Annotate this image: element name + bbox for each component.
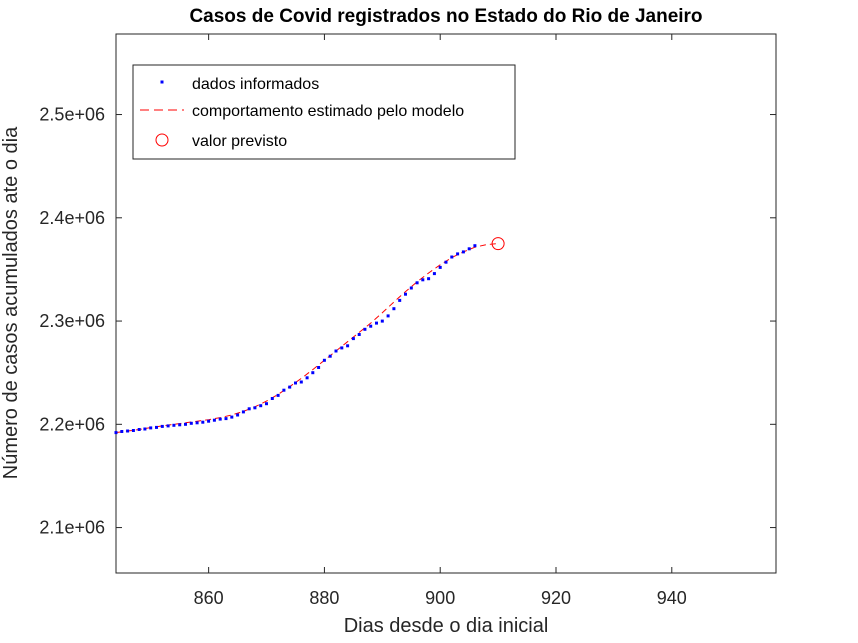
data-point xyxy=(155,425,158,429)
data-point xyxy=(241,410,245,414)
x-axis: 860 880 900 920 940 xyxy=(194,34,687,608)
data-point xyxy=(386,314,390,318)
legend-box xyxy=(132,64,516,160)
data-point xyxy=(166,424,170,428)
data-point xyxy=(346,344,350,348)
data-point xyxy=(328,354,332,358)
x-tick-label: 940 xyxy=(657,588,687,608)
y-tick-label: 2.5e+06 xyxy=(39,105,105,125)
data-point xyxy=(259,404,263,408)
legend-label-comportamento-estimado: comportamento estimado pelo modelo xyxy=(192,103,464,120)
x-tick-label: 880 xyxy=(309,588,339,608)
legend-label-dados-informados: dados informados xyxy=(192,76,319,93)
data-point xyxy=(265,402,268,406)
data-point xyxy=(195,421,199,425)
data-point xyxy=(317,366,321,369)
y-axis-label: Número de casos acumulados ate o dia xyxy=(0,126,22,479)
data-point xyxy=(230,415,234,419)
data-point xyxy=(473,244,477,248)
data-point xyxy=(218,417,222,421)
data-point xyxy=(270,397,274,400)
data-point xyxy=(380,319,384,323)
data-point xyxy=(438,265,442,269)
data-point xyxy=(212,418,216,422)
series-layer xyxy=(114,237,505,435)
data-point xyxy=(178,423,182,427)
data-point xyxy=(236,413,240,417)
data-point xyxy=(421,278,425,282)
data-point xyxy=(404,292,407,296)
predicted-point xyxy=(491,237,505,251)
data-point xyxy=(322,358,326,362)
data-point xyxy=(311,371,315,375)
x-axis-label: Dias desde o dia inicial xyxy=(344,615,549,637)
data-point xyxy=(201,420,205,424)
data-point xyxy=(294,381,297,385)
data-point xyxy=(114,431,118,435)
legend-marker-valor-previsto xyxy=(155,133,169,147)
data-point xyxy=(392,307,396,311)
x-tick-label: 860 xyxy=(194,588,224,608)
data-point xyxy=(149,426,153,430)
data-point xyxy=(276,393,280,397)
data-point xyxy=(305,376,309,380)
data-point xyxy=(415,281,419,285)
y-tick-label: 2.4e+06 xyxy=(39,208,105,228)
data-point xyxy=(288,385,292,389)
y-tick-label: 2.2e+06 xyxy=(39,414,105,434)
data-point xyxy=(375,321,378,325)
legend-label-valor-previsto: valor previsto xyxy=(192,133,287,150)
data-point xyxy=(160,424,164,428)
data-point xyxy=(247,407,251,411)
data-point xyxy=(450,255,454,259)
data-point xyxy=(444,260,448,264)
data-point xyxy=(131,429,135,432)
data-point xyxy=(137,428,141,431)
data-point xyxy=(172,423,176,427)
data-point xyxy=(461,250,465,254)
data-point xyxy=(207,419,211,423)
data-point xyxy=(334,349,338,353)
data-point xyxy=(363,327,367,331)
data-point xyxy=(282,388,286,392)
data-point xyxy=(299,380,303,384)
data-point xyxy=(369,324,373,328)
data-point xyxy=(184,422,187,426)
data-point xyxy=(143,427,147,431)
chart-title: Casos de Covid registrados no Estado do … xyxy=(189,6,702,27)
data-point xyxy=(432,272,436,276)
data-point xyxy=(456,252,460,256)
y-axis: 2.1e+06 2.2e+06 2.3e+06 2.4e+06 2.5e+06 xyxy=(39,105,776,538)
data-point xyxy=(189,421,193,425)
data-point xyxy=(427,277,431,281)
data-point xyxy=(467,247,471,251)
data-point xyxy=(351,337,355,341)
y-tick-label: 2.1e+06 xyxy=(39,518,105,538)
legend-marker-dados-informados xyxy=(160,80,164,84)
x-tick-label: 920 xyxy=(541,588,571,608)
data-point xyxy=(126,429,130,433)
data-point xyxy=(340,346,344,350)
legend: dados informados comportamento estimado … xyxy=(132,64,516,160)
data-point xyxy=(120,430,124,433)
data-point xyxy=(409,286,413,290)
y-tick-label: 2.3e+06 xyxy=(39,311,105,331)
data-point xyxy=(357,333,361,336)
data-point xyxy=(398,298,402,302)
data-point xyxy=(224,417,228,421)
x-tick-label: 900 xyxy=(425,588,455,608)
data-point xyxy=(253,406,257,410)
